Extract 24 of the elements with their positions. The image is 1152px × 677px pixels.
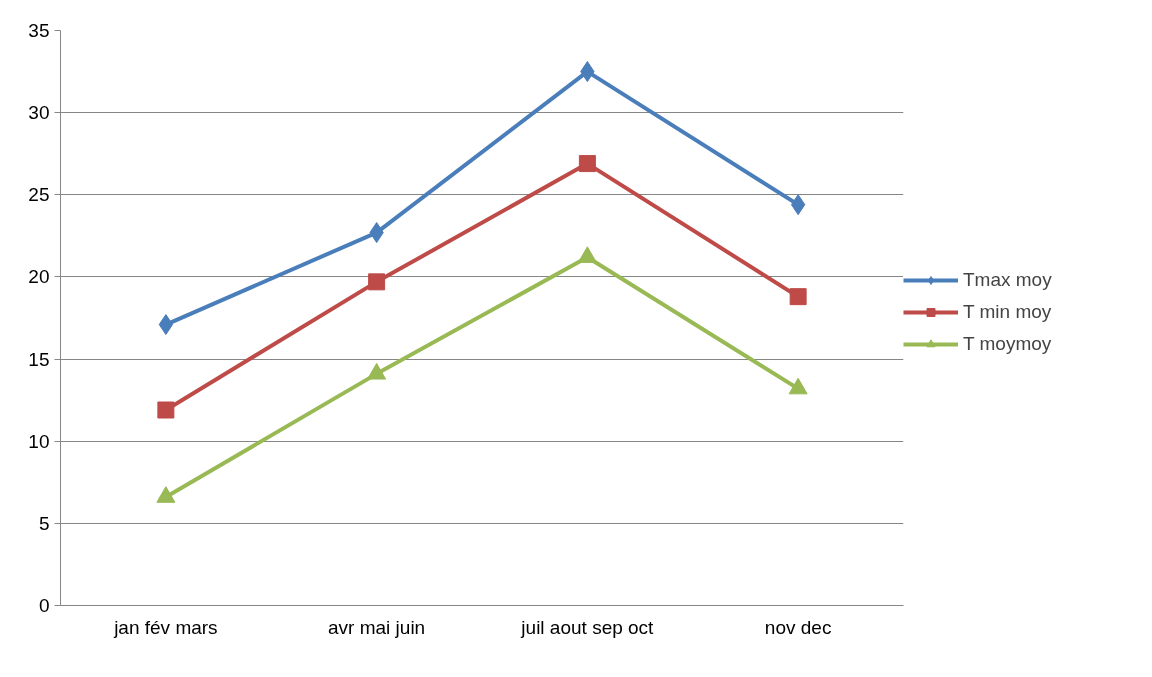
y-tick-label: 5 xyxy=(38,512,50,534)
point xyxy=(788,377,808,395)
x-tick-label: jan fév mars xyxy=(113,616,218,638)
legend-label: Tmax moy xyxy=(963,269,1052,291)
y-tick-label: 25 xyxy=(28,184,50,206)
y-tick-label: 10 xyxy=(28,430,50,452)
y-tick-label: 30 xyxy=(28,102,50,124)
point xyxy=(367,362,387,380)
point xyxy=(158,314,174,336)
point xyxy=(156,486,176,503)
x-tick-label: avr mai juin xyxy=(328,616,426,638)
y-tick-label: 15 xyxy=(28,348,50,370)
legend-label: T min moy xyxy=(963,301,1052,323)
x-tick-label: juil aout sep oct xyxy=(520,616,655,638)
y-tick-label: 20 xyxy=(28,266,50,288)
y-tick-label: 35 xyxy=(28,20,50,41)
point xyxy=(368,273,386,291)
point xyxy=(789,288,807,306)
y-tick-label: 0 xyxy=(38,595,50,616)
x-tick-label: nov dec xyxy=(764,616,832,638)
legend-label: T moymoy xyxy=(963,333,1052,355)
point xyxy=(578,155,596,173)
point xyxy=(157,401,175,419)
point xyxy=(790,194,806,216)
